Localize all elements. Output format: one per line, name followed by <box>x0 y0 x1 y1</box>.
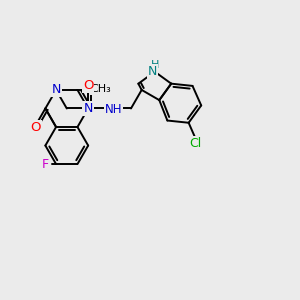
Text: F: F <box>42 158 49 171</box>
Text: H: H <box>151 60 160 70</box>
Text: O: O <box>83 79 93 92</box>
Text: O: O <box>31 122 41 134</box>
Text: N: N <box>148 65 157 78</box>
Text: NH: NH <box>105 103 122 116</box>
Text: N: N <box>83 102 93 115</box>
Text: CH₃: CH₃ <box>91 84 111 94</box>
Text: N: N <box>51 83 61 96</box>
Text: Cl: Cl <box>189 136 201 150</box>
